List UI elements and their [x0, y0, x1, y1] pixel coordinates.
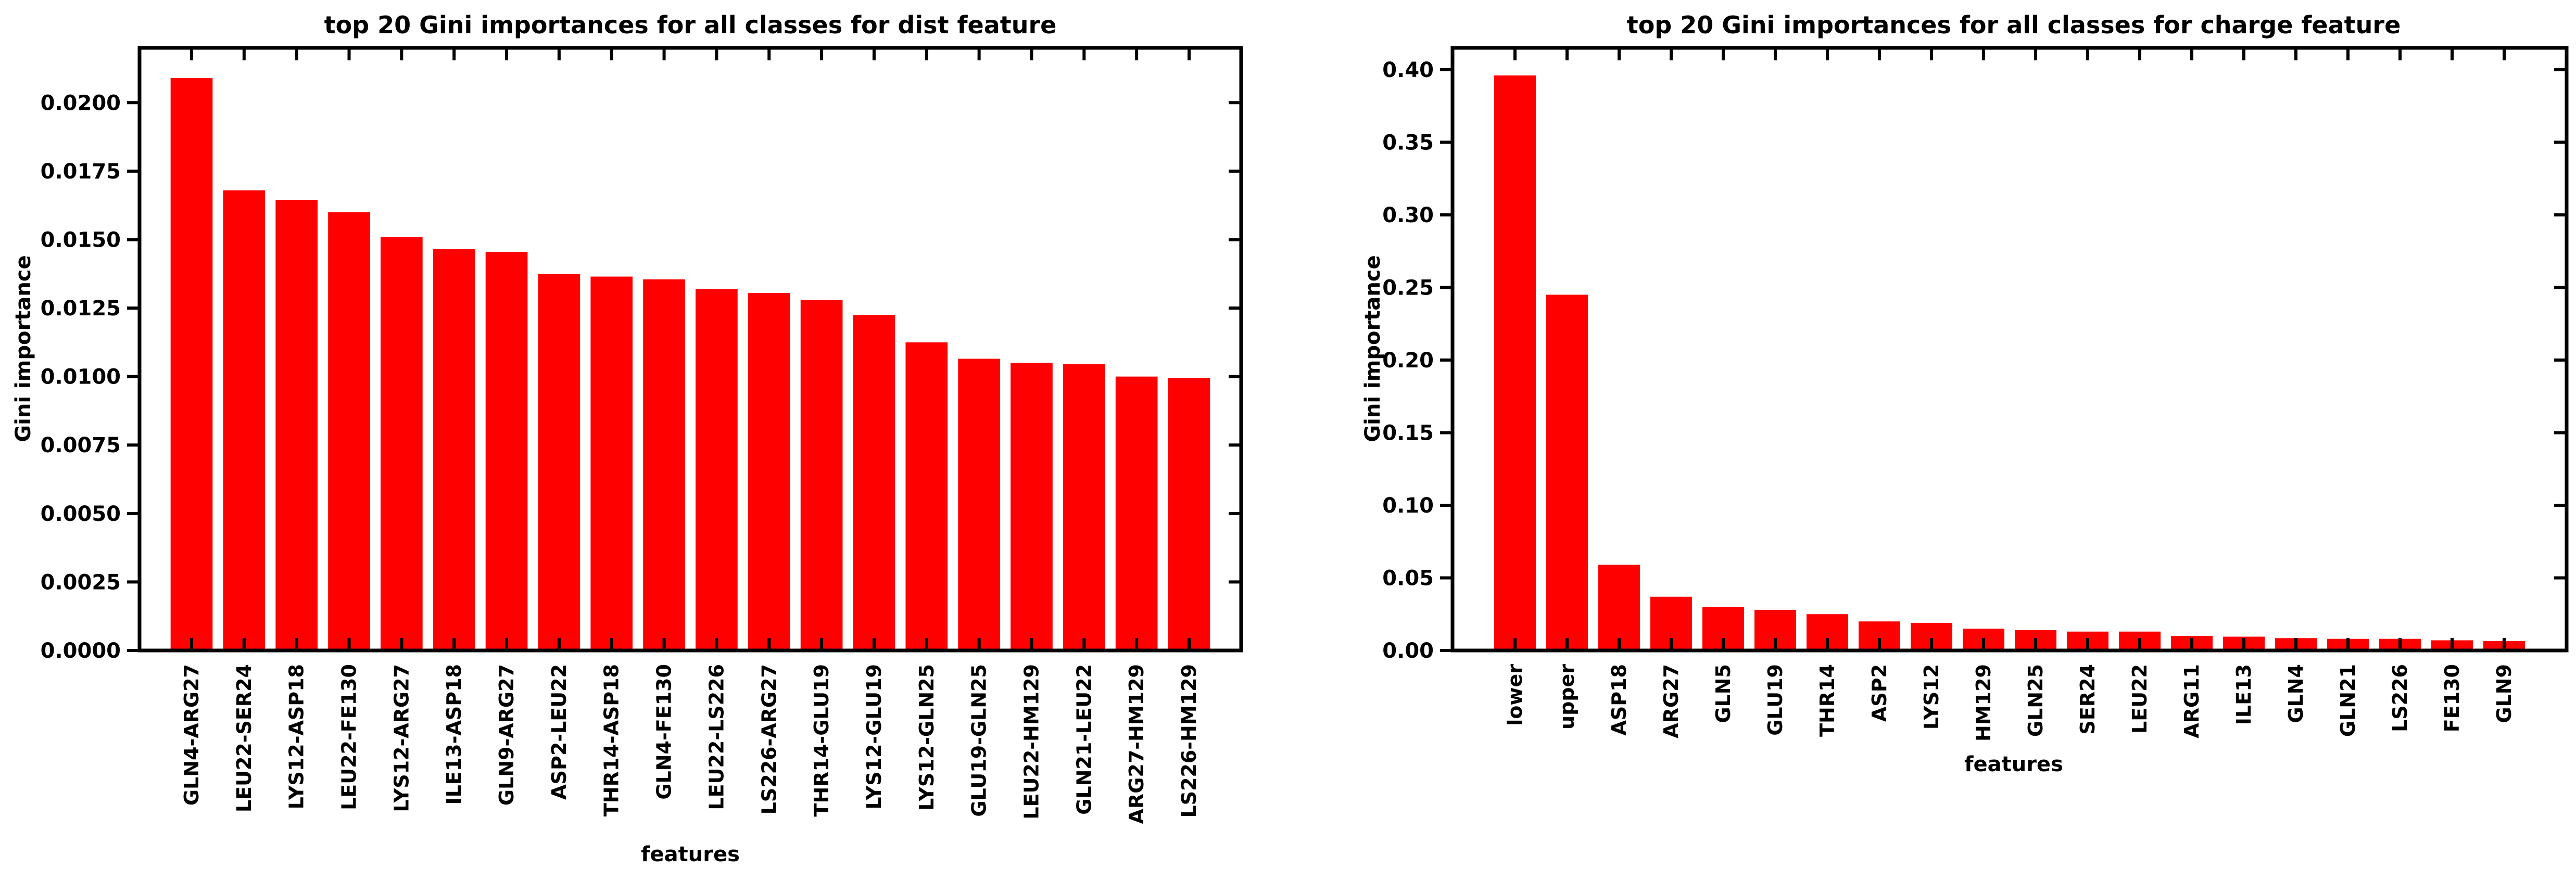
charge-chart-y-tick-label-4: 0.15 [1382, 421, 1434, 445]
charge-chart-frame [1450, 46, 2569, 653]
dist-chart-x-tick-label-6: ILE13-ASP18 [443, 664, 465, 805]
dist-chart-x-tick-label-17: LEU22-HM129 [1020, 664, 1043, 820]
dist-chart-bar-4 [328, 212, 370, 650]
dist-chart-y-tick-label-4: 0.0075 [41, 433, 121, 457]
dist-chart-bar-17 [1011, 363, 1053, 650]
dist-chart-y-tick-label-1: 0.0000 [41, 639, 121, 663]
charge-chart-x-tick-label-12: SER24 [2076, 664, 2099, 734]
dist-chart-frame [137, 46, 1243, 653]
charge-chart-x-tick-label-6: GLU19 [1764, 664, 1787, 736]
charge-chart-y-axis: 0.00 0.05 0.10 0.15 0.20 0.25 0.30 0.35 0.40 [1382, 58, 2567, 663]
charge-chart-x-tick-label-1: lower [1504, 664, 1526, 726]
charge-chart: top 20 Gini importances for all classes … [1361, 11, 2569, 776]
charge-chart-bar-3 [1598, 565, 1640, 650]
dist-chart: top 20 Gini importances for all classes … [11, 11, 1243, 866]
charge-chart-x-tick-label-3: ASP18 [1608, 664, 1631, 736]
dist-chart-ylabel: Gini importance [11, 255, 35, 442]
dist-chart-y-tick-label-2: 0.0025 [41, 570, 121, 594]
charge-chart-x-tick-label-19: FE130 [2441, 664, 2464, 732]
dist-chart-bar-12 [748, 293, 790, 650]
charge-chart-x-tick-label-18: LS226 [2389, 664, 2411, 732]
dist-chart-y-tick-label-7: 0.0150 [41, 228, 121, 252]
dist-chart-bar-2 [223, 190, 266, 650]
dist-chart-x-tick-label-13: THR14-GLU19 [810, 664, 833, 816]
charge-chart-x-tick-label-11: GLN25 [2024, 664, 2047, 737]
dist-chart-x-tick-label-11: LEU22-LS226 [705, 664, 728, 810]
dist-chart-x-tick-label-3: LYS12-ASP18 [285, 664, 308, 809]
charge-chart-y-tick-label-8: 0.35 [1382, 131, 1434, 155]
charge-chart-bars [1494, 75, 2525, 651]
charge-chart-bar-1 [1494, 75, 1536, 651]
dist-chart-x-tick-label-4: LEU22-FE130 [338, 664, 361, 810]
dist-chart-x-tick-label-16: GLU19-GLN25 [968, 664, 991, 817]
dist-chart-x-tick-label-15: LYS12-GLN25 [915, 664, 938, 811]
charge-chart-x-tick-label-20: GLN9 [2493, 664, 2516, 723]
dist-chart-title: top 20 Gini importances for all classes … [324, 11, 1057, 39]
dist-chart-bar-3 [275, 200, 318, 650]
dist-chart-bar-8 [538, 274, 580, 650]
dist-chart-y-axis: 0.0000 0.0025 0.0050 0.0075 0.0100 0.0125 0.01… [41, 91, 1241, 663]
charge-chart-x-tick-label-8: ASP2 [1868, 664, 1891, 722]
dist-chart-bar-5 [381, 237, 423, 650]
dist-chart-y-tick-label-8: 0.0175 [41, 160, 121, 184]
dist-chart-y-tick-label-5: 0.0100 [41, 365, 121, 389]
charge-chart-y-tick-label-7: 0.30 [1382, 203, 1434, 227]
dist-chart-x-tick-label-18: GLN21-LEU22 [1072, 664, 1095, 815]
dist-chart-bar-1 [170, 78, 213, 650]
dist-chart-x-tick-label-20: LS226-HM129 [1178, 664, 1201, 818]
charge-chart-title: top 20 Gini importances for all classes … [1627, 11, 2401, 39]
charge-chart-x-axis: lower upper ASP18 ARG27 GLN5 GLU19 THR14 ASP2 LY… [1504, 48, 2516, 742]
dist-chart-x-tick-label-19: ARG27-HM129 [1125, 664, 1148, 824]
dist-chart-x-tick-label-12: LS226-ARG27 [757, 664, 780, 814]
dist-chart-bar-7 [485, 252, 528, 651]
dist-chart-x-tick-label-10: GLN4-FE130 [653, 664, 676, 800]
charge-chart-xlabel: features [1964, 752, 2063, 776]
charge-chart-y-tick-label-9: 0.40 [1382, 58, 1434, 82]
charge-chart-y-tick-label-3: 0.10 [1382, 494, 1434, 518]
dist-chart-bar-18 [1063, 364, 1105, 650]
dist-chart-bar-10 [643, 279, 685, 650]
charge-chart-x-tick-label-17: GLN21 [2337, 664, 2359, 737]
dist-chart-y-tick-label-9: 0.0200 [41, 91, 121, 115]
dist-chart-bars [170, 78, 1210, 651]
charge-chart-x-tick-label-9: LYS12 [1920, 664, 1943, 730]
charge-chart-x-tick-label-7: THR14 [1816, 664, 1839, 737]
charge-chart-y-tick-label-5: 0.20 [1382, 349, 1434, 373]
dist-chart-x-tick-label-14: LYS12-GLU19 [863, 664, 886, 810]
dist-chart-bar-14 [853, 315, 895, 650]
charge-chart-x-tick-label-4: ARG27 [1660, 664, 1683, 738]
dist-chart-bar-16 [958, 359, 1000, 650]
dist-chart-x-tick-label-1: GLN4-ARG27 [180, 664, 203, 806]
dist-chart-bar-15 [905, 342, 948, 650]
dist-chart-x-axis: GLN4-ARG27 LEU22-SER24 LYS12-ASP18 LEU22-FE… [180, 48, 1201, 824]
charge-chart-bar-2 [1546, 295, 1588, 650]
charge-chart-ylabel: Gini importance [1361, 255, 1385, 442]
dist-chart-y-tick-label-3: 0.0050 [41, 502, 121, 526]
charge-chart-y-tick-label-1: 0.00 [1382, 639, 1434, 663]
dist-chart-bar-13 [800, 300, 843, 650]
charge-chart-x-tick-label-14: ARG11 [2180, 664, 2203, 738]
charge-chart-x-tick-label-13: LEU22 [2128, 664, 2151, 734]
charge-chart-x-tick-label-16: GLN4 [2284, 664, 2307, 723]
dist-chart-bar-19 [1115, 376, 1158, 650]
charge-chart-x-tick-label-2: upper [1556, 664, 1579, 730]
charge-chart-x-tick-label-10: HM129 [1972, 664, 1995, 742]
dist-chart-xlabel: features [641, 842, 740, 866]
dist-chart-bar-6 [433, 249, 475, 650]
dist-chart-x-tick-label-2: LEU22-SER24 [233, 664, 256, 812]
dist-chart-y-tick-label-6: 0.0125 [41, 297, 121, 321]
dist-chart-x-tick-label-7: GLN9-ARG27 [495, 664, 518, 806]
charge-chart-x-tick-label-5: GLN5 [1712, 664, 1735, 723]
dist-chart-x-tick-label-5: LYS12-ARG27 [390, 664, 413, 812]
dist-chart-bar-9 [590, 276, 633, 650]
dist-chart-x-tick-label-9: THR14-ASP18 [600, 664, 623, 816]
charge-chart-y-tick-label-2: 0.05 [1382, 566, 1434, 590]
charge-chart-y-tick-label-6: 0.25 [1382, 276, 1434, 300]
dist-chart-bar-11 [696, 289, 738, 650]
dist-chart-x-tick-label-8: ASP2-LEU22 [548, 664, 571, 800]
dist-chart-bar-20 [1168, 378, 1210, 650]
charge-chart-x-tick-label-15: ILE13 [2232, 664, 2255, 725]
